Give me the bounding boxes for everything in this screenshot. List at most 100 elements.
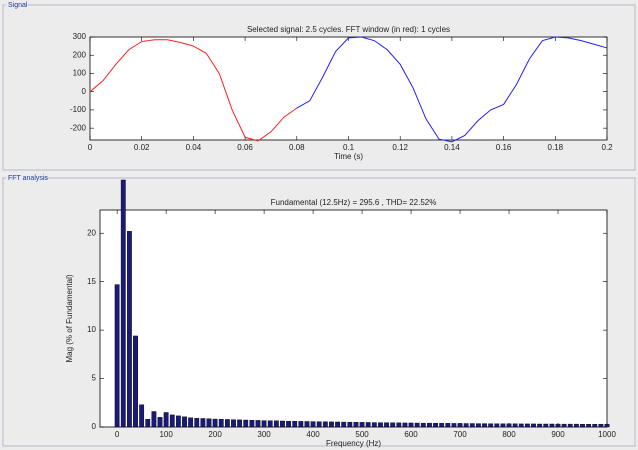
- bar: [482, 423, 487, 428]
- y-tick-label: 100: [73, 69, 87, 78]
- x-tick-label: 0.18: [548, 143, 564, 152]
- bar: [316, 421, 322, 428]
- y-tick-label: 0: [82, 87, 87, 96]
- x-tick-label: 400: [306, 430, 320, 439]
- bar: [384, 422, 389, 428]
- bar: [273, 420, 279, 428]
- bar: [200, 418, 206, 428]
- bar: [304, 421, 310, 428]
- bar: [145, 419, 151, 428]
- x-tick-label: 0.14: [444, 143, 460, 152]
- bar: [163, 412, 169, 428]
- chart-title: Selected signal: 2.5 cycles. FFT window …: [247, 25, 450, 34]
- bar: [457, 423, 463, 428]
- bar: [175, 415, 181, 428]
- bar: [476, 423, 481, 428]
- bar: [488, 423, 494, 428]
- y-tick-label: 15: [87, 277, 96, 286]
- x-axis-label: Frequency (Hz): [326, 439, 381, 448]
- bar: [573, 423, 579, 428]
- bar: [218, 419, 224, 428]
- bar: [249, 420, 255, 428]
- x-tick-label: 0.16: [496, 143, 512, 152]
- bar: [537, 423, 543, 428]
- x-tick-label: 100: [159, 430, 173, 439]
- bar: [531, 423, 536, 428]
- y-tick-label: 5: [92, 374, 97, 383]
- bar: [126, 231, 132, 428]
- bar: [445, 423, 451, 428]
- x-tick-label: 0.1: [343, 143, 355, 152]
- x-tick-label: 600: [404, 430, 418, 439]
- bar: [408, 422, 414, 428]
- x-tick-label: 0.06: [237, 143, 253, 152]
- bar: [586, 423, 592, 428]
- bar: [494, 423, 500, 428]
- bar: [224, 419, 230, 428]
- bar: [463, 423, 469, 428]
- bar: [439, 423, 445, 428]
- bar: [427, 422, 432, 428]
- bar: [151, 411, 157, 428]
- bar: [543, 423, 549, 428]
- x-tick-label: 800: [502, 430, 516, 439]
- bar: [329, 421, 334, 428]
- y-tick-label: 300: [73, 32, 87, 41]
- x-tick-label: 500: [355, 430, 369, 439]
- bar: [371, 422, 377, 428]
- x-tick-label: 700: [453, 430, 467, 439]
- bar: [157, 417, 163, 428]
- bar: [286, 420, 291, 428]
- bar: [194, 418, 200, 428]
- x-tick-label: 0.12: [392, 143, 408, 152]
- bar: [512, 423, 518, 428]
- bar: [518, 423, 524, 428]
- bar: [353, 422, 359, 428]
- bar: [524, 423, 530, 428]
- bar: [580, 423, 585, 428]
- signal-line: [89, 39, 298, 142]
- x-tick-label: 900: [551, 430, 565, 439]
- bar: [182, 416, 187, 428]
- x-tick-label: 0: [115, 430, 120, 439]
- bar: [561, 423, 567, 428]
- bar: [206, 418, 212, 428]
- bar: [255, 420, 261, 428]
- bar: [133, 335, 138, 428]
- panel-label-bg: [6, 2, 28, 9]
- signal-line: [296, 36, 608, 143]
- y-tick-label: -200: [70, 123, 87, 132]
- signal-panel: [2, 4, 636, 171]
- bar: [433, 423, 438, 428]
- y-tick-label: 0: [92, 422, 97, 431]
- bar: [335, 421, 340, 428]
- bar: [396, 422, 402, 428]
- bar: [451, 423, 457, 428]
- bar: [261, 420, 267, 428]
- y-tick-label: -100: [70, 105, 87, 114]
- y-tick-label: 10: [87, 325, 96, 334]
- x-axis-label: Time (s): [334, 152, 363, 161]
- bar: [212, 418, 218, 428]
- y-tick-label: 200: [73, 50, 87, 59]
- x-tick-label: 0.08: [289, 143, 305, 152]
- panel-label-bg: [6, 175, 44, 182]
- bar: [365, 422, 371, 428]
- bar: [169, 414, 175, 428]
- bar: [598, 423, 604, 428]
- bar: [592, 423, 598, 428]
- y-axis-label: Mag (% of Fundamental): [65, 274, 74, 362]
- plot-area: [89, 36, 608, 141]
- bar: [347, 421, 353, 428]
- bar: [267, 420, 273, 428]
- bar: [604, 424, 610, 428]
- bar: [237, 419, 243, 428]
- x-tick-label: 0.2: [601, 143, 613, 152]
- bar: [506, 423, 512, 428]
- bar: [292, 421, 298, 428]
- bar: [298, 421, 304, 428]
- bar: [414, 422, 420, 428]
- bar: [231, 419, 236, 428]
- bar: [378, 422, 383, 428]
